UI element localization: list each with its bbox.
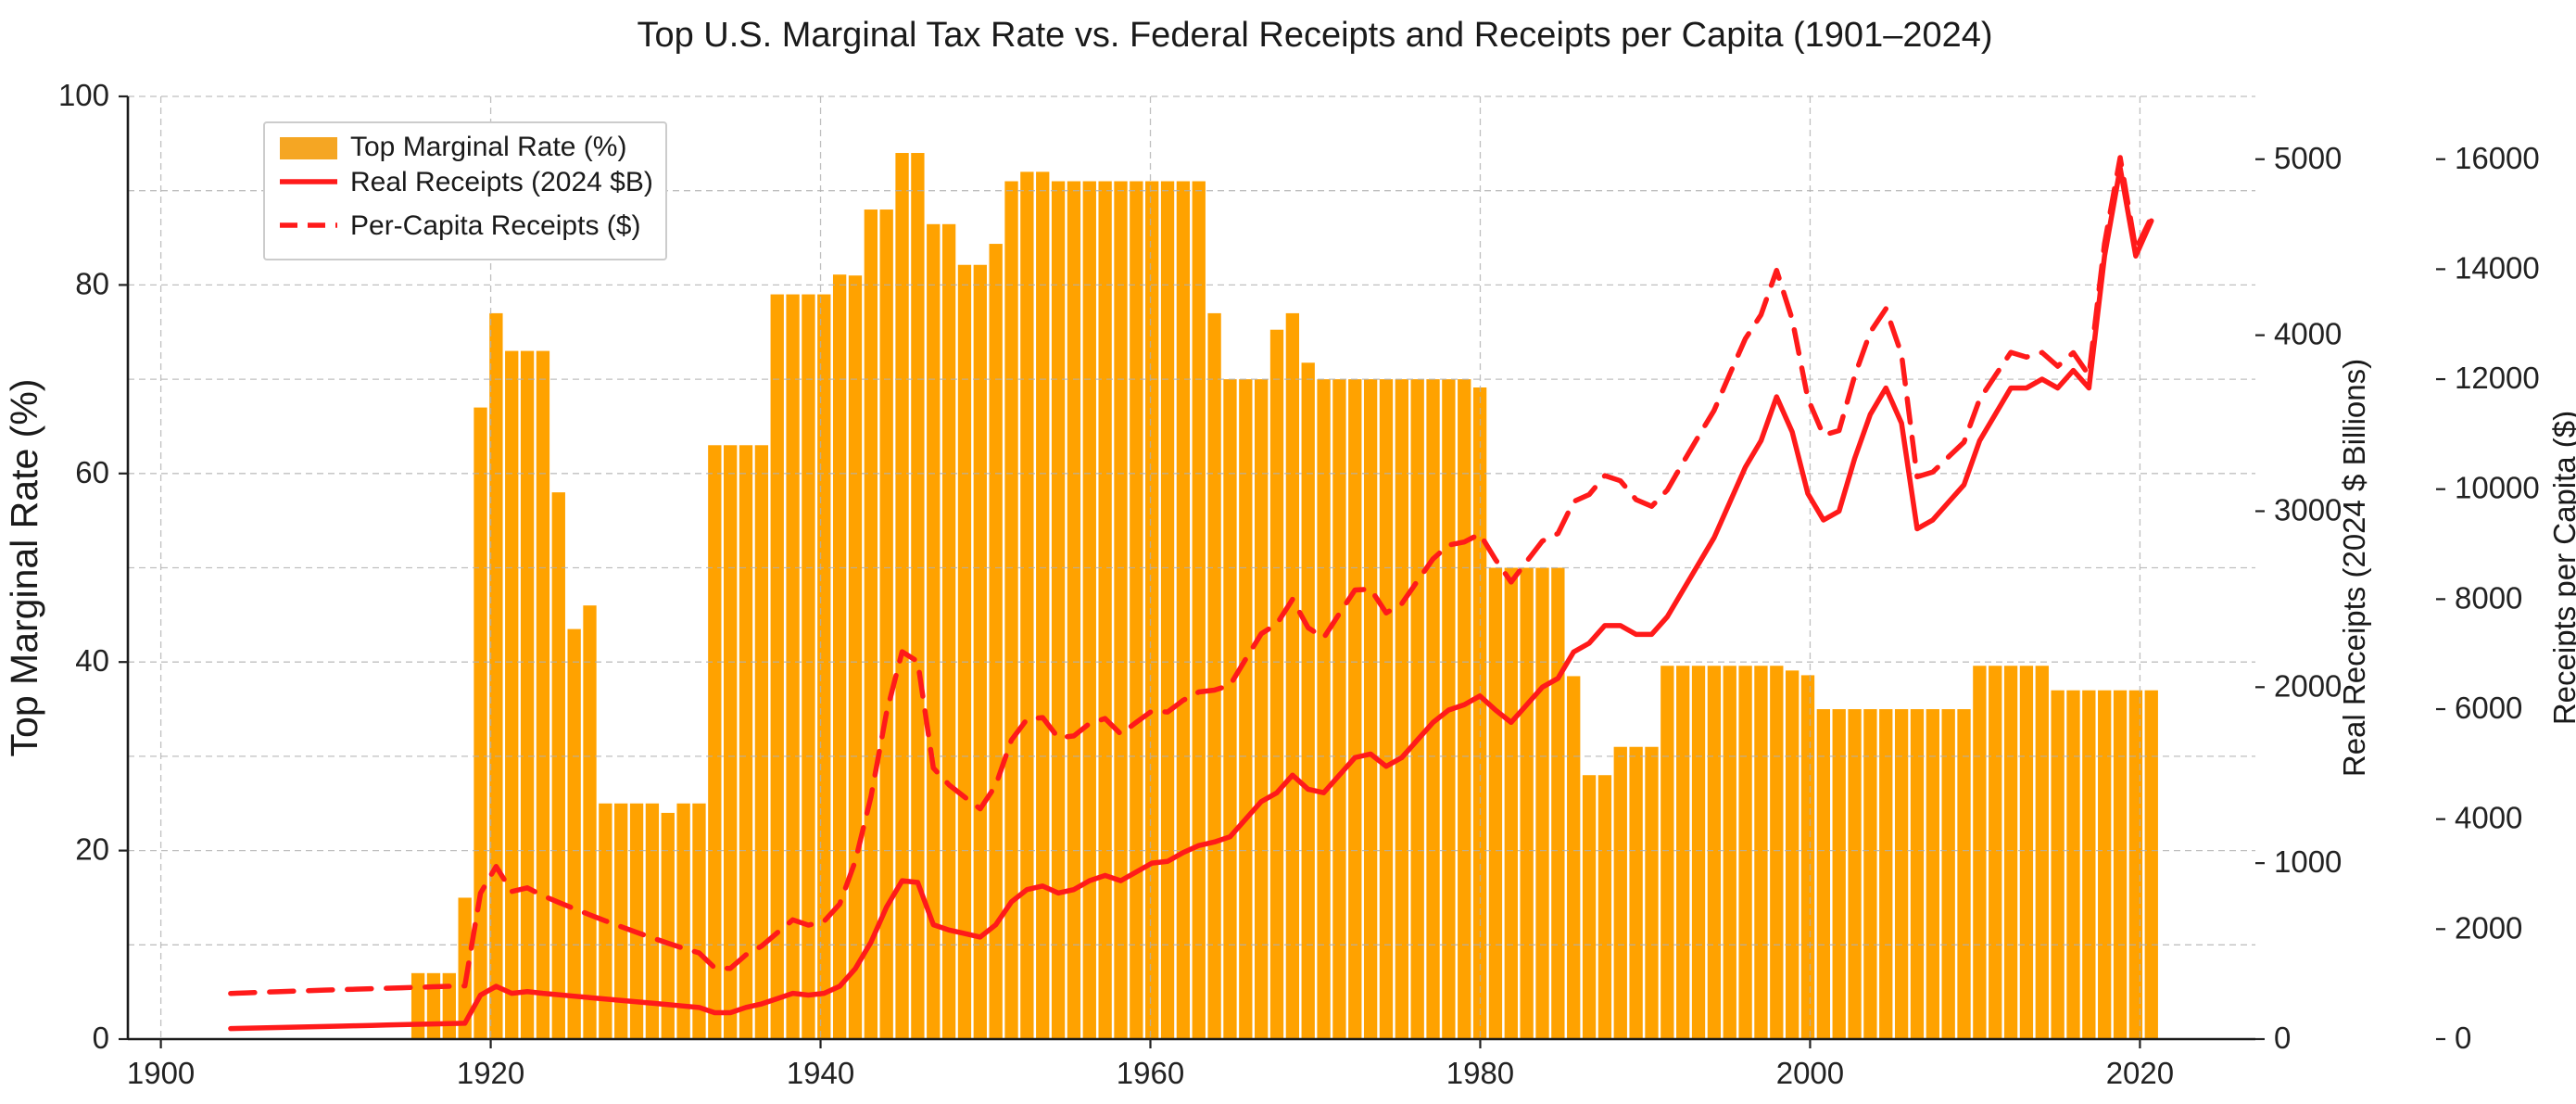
svg-text:0: 0 <box>2455 1021 2471 1055</box>
svg-text:0: 0 <box>2274 1021 2291 1055</box>
svg-text:Per-Capita Receipts ($): Per-Capita Receipts ($) <box>350 210 640 241</box>
svg-text:2020: 2020 <box>2106 1056 2174 1090</box>
svg-text:4000: 4000 <box>2274 317 2342 351</box>
svg-text:0: 0 <box>93 1021 109 1055</box>
svg-text:4000: 4000 <box>2455 801 2522 835</box>
svg-text:5000: 5000 <box>2274 141 2342 175</box>
svg-text:1980: 1980 <box>1446 1056 1514 1090</box>
svg-text:Top Marginal Rate (%): Top Marginal Rate (%) <box>3 379 45 757</box>
svg-text:1920: 1920 <box>457 1056 524 1090</box>
svg-text:20: 20 <box>75 832 109 867</box>
svg-text:80: 80 <box>75 266 109 300</box>
svg-text:2000: 2000 <box>2274 668 2342 703</box>
svg-text:16000: 16000 <box>2455 141 2540 175</box>
svg-text:Real Receipts (2024 $B): Real Receipts (2024 $B) <box>350 167 653 197</box>
svg-text:1940: 1940 <box>787 1056 854 1090</box>
svg-text:Receipts per Capita ($): Receipts per Capita ($) <box>2547 411 2576 725</box>
svg-text:12000: 12000 <box>2455 361 2540 395</box>
svg-text:14000: 14000 <box>2455 250 2540 285</box>
svg-text:2000: 2000 <box>2455 910 2522 945</box>
svg-text:60: 60 <box>75 455 109 489</box>
svg-text:1960: 1960 <box>1117 1056 1184 1090</box>
svg-text:Top Marginal Rate (%): Top Marginal Rate (%) <box>350 132 626 162</box>
svg-text:Real Receipts (2024 $ Billions: Real Receipts (2024 $ Billions) <box>2337 359 2371 777</box>
svg-text:40: 40 <box>75 643 109 678</box>
svg-text:1000: 1000 <box>2274 844 2342 879</box>
svg-text:2000: 2000 <box>1776 1056 1844 1090</box>
svg-text:100: 100 <box>58 78 109 112</box>
svg-text:Top U.S. Marginal Tax Rate vs.: Top U.S. Marginal Tax Rate vs. Federal R… <box>637 16 1992 55</box>
svg-text:3000: 3000 <box>2274 492 2342 527</box>
svg-text:10000: 10000 <box>2455 471 2540 505</box>
svg-text:6000: 6000 <box>2455 691 2522 725</box>
svg-text:1900: 1900 <box>127 1056 195 1090</box>
svg-text:8000: 8000 <box>2455 580 2522 615</box>
